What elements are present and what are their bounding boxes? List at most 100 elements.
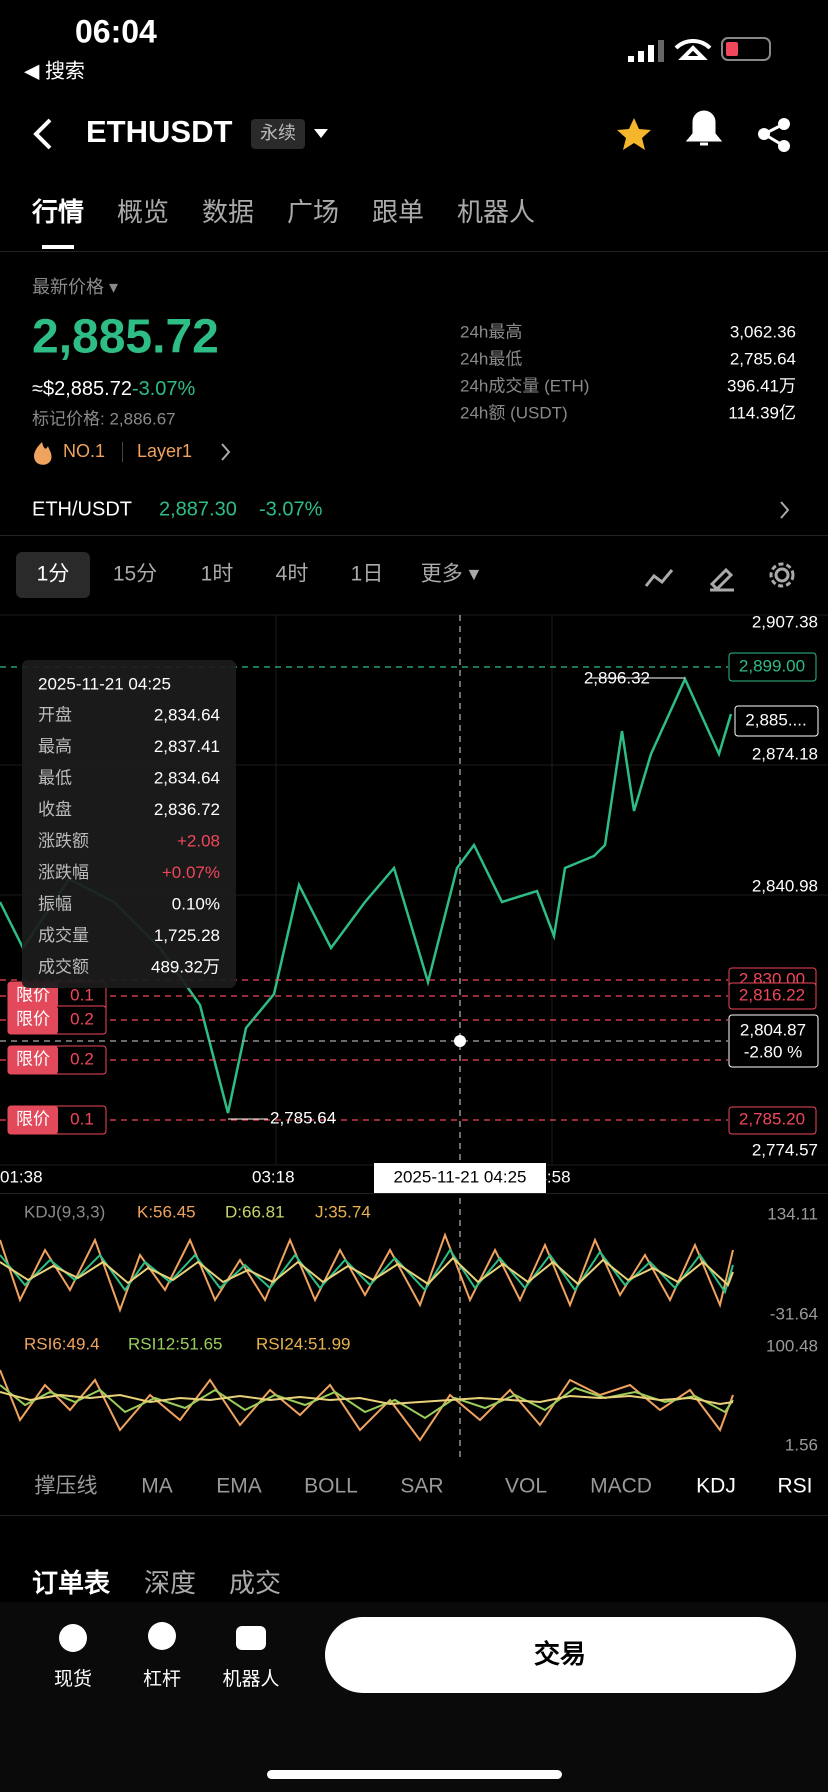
back-arrow[interactable] <box>33 118 52 150</box>
chevron[interactable] <box>221 443 231 461</box>
indicator-tab[interactable]: BOLL <box>304 1475 358 1498</box>
nav-item[interactable]: 杠杆 <box>143 1668 181 1690</box>
price-axis: 2,907.38 2,874.18 2,840.98 2,774.57 <box>752 612 818 1159</box>
tab[interactable]: 机器人 <box>457 197 535 227</box>
trade-button[interactable] <box>325 1617 796 1693</box>
stat-label: 24h额 (USDT) <box>460 403 568 422</box>
order-type: 限价 <box>16 1109 50 1128</box>
divider <box>0 535 828 536</box>
kdj-max: 134.11 <box>767 1204 818 1223</box>
interval[interactable]: 更多 ▾ <box>421 563 480 586</box>
clock: 06:04 <box>75 13 157 49</box>
stat-value: 114.39亿 <box>728 403 796 422</box>
order-qty: 0.2 <box>70 1049 94 1068</box>
nav-item[interactable]: 机器人 <box>222 1668 279 1690</box>
share[interactable] <box>758 118 790 152</box>
axis-label: 2,840.98 <box>752 876 818 895</box>
tab[interactable]: 数据 <box>202 197 254 227</box>
book-tab[interactable]: 订单表 <box>32 1568 111 1598</box>
order-type: 限价 <box>16 1049 50 1068</box>
alert[interactable] <box>685 110 723 146</box>
indicator-tab[interactable]: 撑压线 <box>35 1475 98 1498</box>
symbol: ETHUSDT <box>86 114 232 149</box>
indicator-tab[interactable]: SAR <box>400 1475 443 1498</box>
tooltip-value: 489.32万 <box>151 957 220 976</box>
tab-underline <box>42 245 74 249</box>
tab[interactable]: 概览 <box>117 197 169 227</box>
crosshair-time-bg <box>374 1163 546 1193</box>
tooltip-bg <box>22 660 236 988</box>
kdj-name: KDJ(9,3,3) <box>24 1202 105 1221</box>
kdj-min: -31.64 <box>770 1304 818 1323</box>
order-type-bg <box>8 1106 58 1134</box>
tooltip-key: 最低 <box>38 768 72 787</box>
indicator-tab[interactable]: VOL <box>505 1475 547 1498</box>
book-tab[interactable]: 成交 <box>229 1568 281 1598</box>
dropdown[interactable] <box>314 129 328 138</box>
bottom-items: 现货 杠杆 机器人 <box>54 1668 280 1690</box>
divider <box>0 1515 828 1516</box>
order-qty: 0.1 <box>70 1109 94 1128</box>
trade-label[interactable]: 交易 <box>534 1639 586 1669</box>
chevron[interactable] <box>780 501 790 519</box>
indicator-tab[interactable]: KDJ <box>696 1475 736 1498</box>
crosshair-dot <box>454 1035 466 1047</box>
indicator-tab[interactable]: MACD <box>590 1475 652 1498</box>
axis-label: 2,874.18 <box>752 744 818 763</box>
interval-selected <box>16 552 90 598</box>
tag: 2,804.87 <box>740 1020 806 1039</box>
spot-change: -3.07% <box>259 498 323 520</box>
order-qty: 0.2 <box>70 1009 94 1028</box>
rsi-lines <box>0 1369 734 1442</box>
kdj-legend: KDJ(9,3,3) K:56.45 D:66.81 J:35.74 134.11 -3… <box>24 1202 818 1323</box>
tooltip-key: 成交额 <box>38 957 89 976</box>
last-price: 2,885.72 <box>32 311 219 364</box>
axis-label: 2,907.38 <box>752 612 818 631</box>
price-tags: 2,899.00 2,885.... 2,830.00 2,816.22 2,8… <box>728 652 819 1135</box>
change: -3.07% <box>132 378 196 400</box>
rsi-max: 100.48 <box>766 1336 818 1355</box>
tooltip-value: 2,837.41 <box>154 737 220 756</box>
rsi12: RSI12:51.65 <box>128 1334 223 1353</box>
order-lines <box>0 615 728 1460</box>
stat-value: 3,062.36 <box>730 322 796 341</box>
badge: 永续 <box>260 123 296 143</box>
tooltip-time: 2025-11-21 04:25 <box>38 674 171 693</box>
tooltip-key: 最高 <box>38 737 72 756</box>
kdj-k: K:56.45 <box>137 1202 196 1221</box>
tag: 2,816.22 <box>739 985 805 1004</box>
order-type-bg <box>8 1006 58 1034</box>
tabs: 行情 概览 数据 广场 跟单 机器人 <box>31 197 535 227</box>
interval[interactable]: 1日 <box>351 563 384 586</box>
tooltip-key: 涨跌额 <box>38 831 89 850</box>
axis-label: 2,774.57 <box>752 1140 818 1159</box>
interval[interactable]: 15分 <box>113 563 157 586</box>
intervals: 1分 15分 1时 4时 1日 更多 ▾ <box>37 563 480 586</box>
low-annotation: 2,785.64 <box>270 1108 336 1127</box>
tooltip-value: 2,836.72 <box>154 800 220 819</box>
interval[interactable]: 1分 <box>37 563 70 586</box>
tab[interactable]: 广场 <box>287 197 339 227</box>
book-tab[interactable]: 深度 <box>144 1568 196 1598</box>
fire <box>34 442 52 465</box>
nav-item[interactable]: 现货 <box>54 1668 92 1690</box>
tab[interactable]: 行情 <box>31 197 84 227</box>
orders: 限价 0.1 限价 0.2 限价 0.2 限价 0.1 <box>7 981 107 1135</box>
interval[interactable]: 4时 <box>276 563 309 586</box>
indicator-tab[interactable]: MA <box>141 1475 173 1498</box>
home-indicator <box>267 1770 562 1779</box>
tooltip-value: 1,725.28 <box>154 926 220 945</box>
divider <box>0 1193 828 1194</box>
mark-price: 标记价格: 2,886.67 <box>32 409 176 428</box>
chart-tools[interactable] <box>644 562 795 592</box>
spot-pair[interactable]: ETH/USDT <box>32 498 132 520</box>
favorite[interactable] <box>617 118 651 150</box>
indicator-tab[interactable]: EMA <box>216 1475 262 1498</box>
indicator-tab[interactable]: RSI <box>777 1475 812 1498</box>
crosshair-time: 2025-11-21 04:25 <box>394 1167 527 1186</box>
tab[interactable]: 跟单 <box>372 197 424 227</box>
interval[interactable]: 1时 <box>201 563 234 586</box>
divider <box>0 251 828 252</box>
back-search[interactable]: ◀ 搜索 <box>24 59 85 82</box>
tooltip: 2025-11-21 04:25 开盘 2,834.64 最高 2,837.41 最低 2,… <box>38 674 220 976</box>
